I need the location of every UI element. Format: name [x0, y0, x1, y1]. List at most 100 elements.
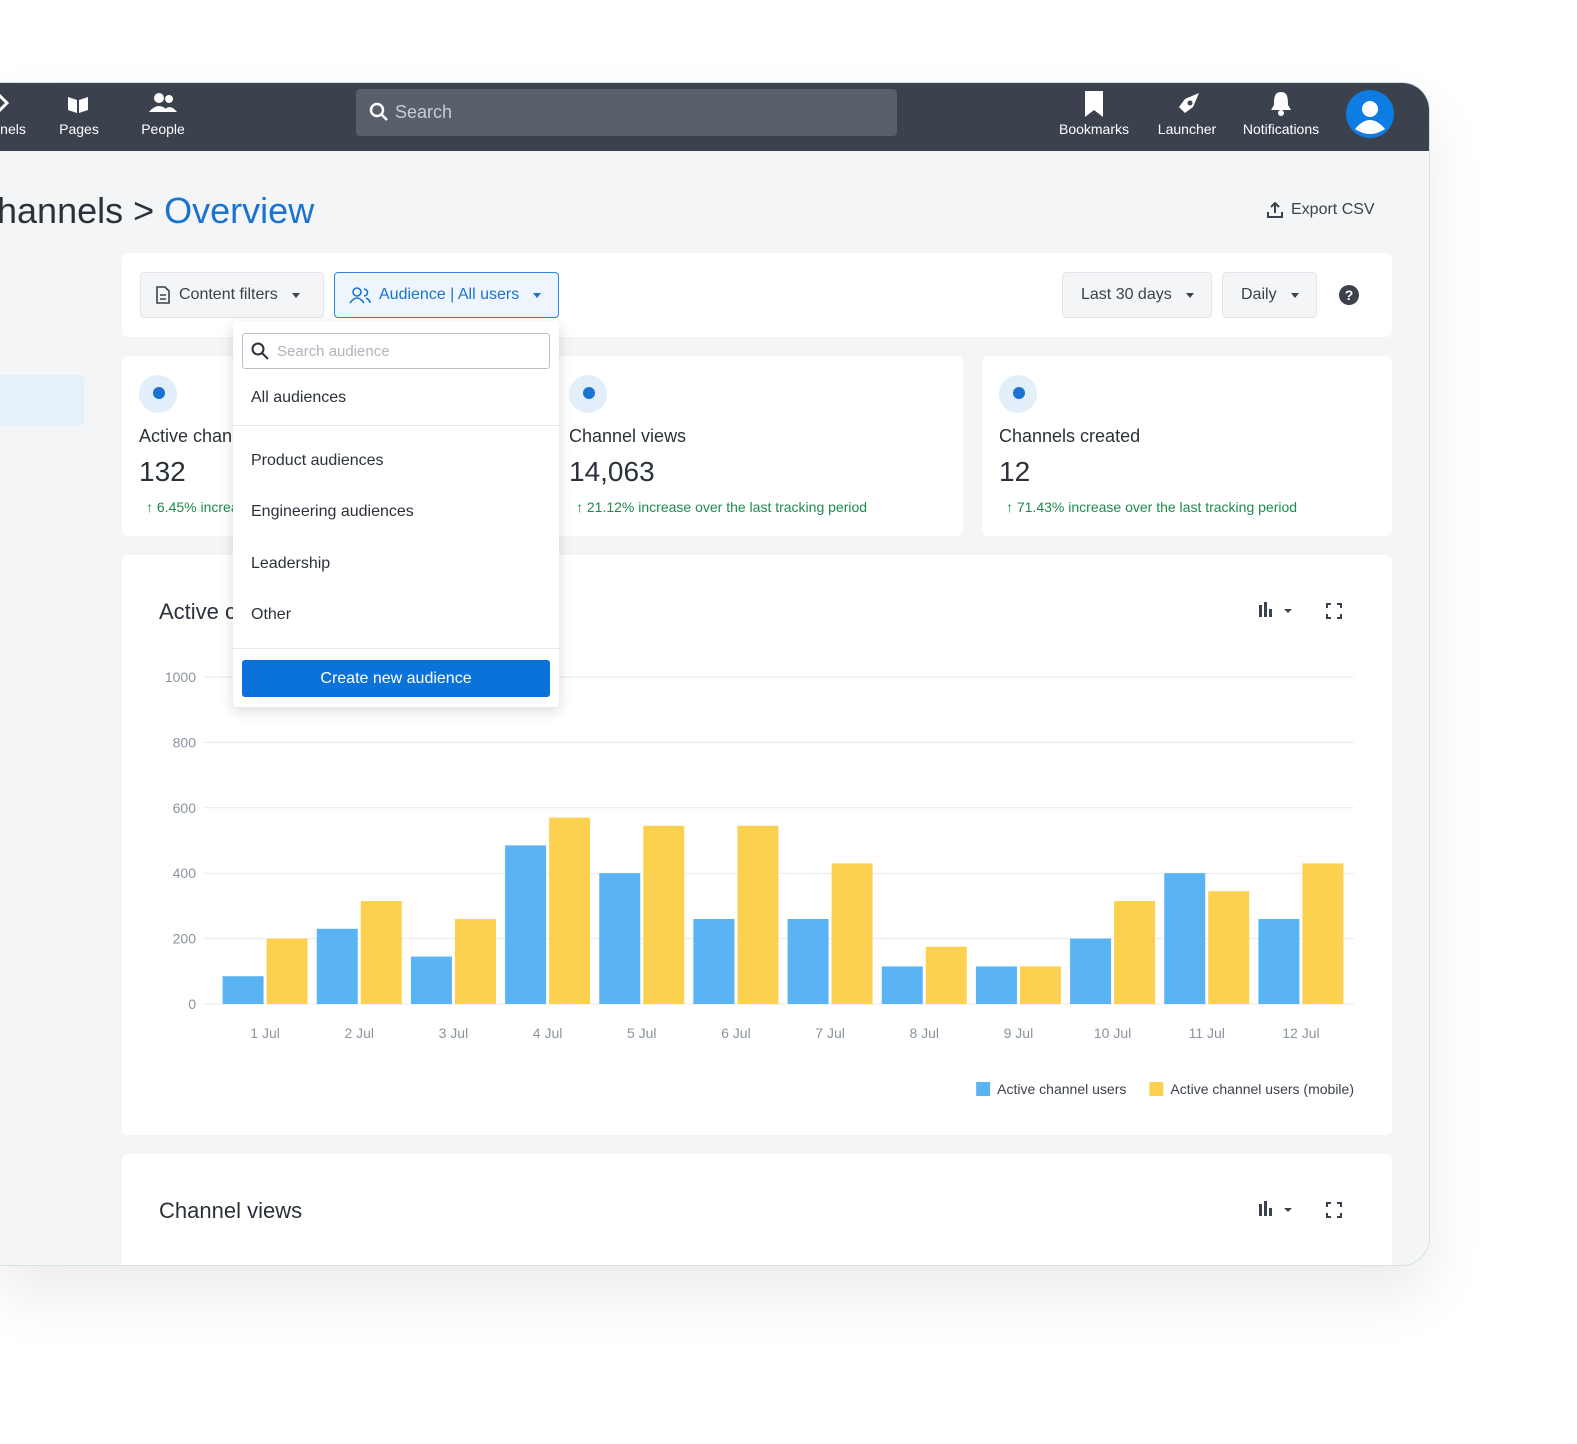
nav-icon [1271, 92, 1291, 116]
search-box[interactable]: Search [356, 89, 897, 136]
stat-card: Channel views 14,063 ↑ 21.12% increase o… [552, 356, 963, 536]
breadcrumb-current: Overview [164, 190, 315, 231]
chart-type-button[interactable] [1257, 601, 1297, 619]
trend-text: 21.12% increase over the last tracking p… [586, 499, 868, 515]
button-label: Content filters [179, 286, 278, 303]
bar [1070, 938, 1112, 1004]
x-tick-label: 9 Jul [1004, 1025, 1034, 1041]
audience-button[interactable]: Audience | All users [334, 272, 559, 318]
bar [1019, 966, 1061, 1004]
stat-icon-glyph [583, 387, 595, 399]
dropdown-item[interactable]: Product audiences [251, 452, 384, 469]
export-icon [1267, 202, 1283, 218]
export-button[interactable]: Export CSV [1267, 201, 1375, 219]
dropdown-item[interactable]: Engineering audiences [251, 503, 414, 520]
fullscreen-button[interactable] [1326, 1202, 1342, 1218]
x-tick-label: 3 Jul [439, 1025, 469, 1041]
bar [454, 918, 496, 1004]
nav-item[interactable]: Launcher [1157, 121, 1217, 137]
audience-dropdown: Search audience All audiences Product au… [233, 321, 559, 707]
chart-type-button[interactable] [1257, 1200, 1297, 1218]
nav-item[interactable]: People [141, 121, 185, 137]
range-button[interactable]: Last 30 days [1062, 272, 1212, 318]
fullscreen-button[interactable] [1326, 603, 1342, 619]
stat-value: 12 [999, 456, 1031, 487]
button-label: Audience | All users [379, 286, 520, 303]
bar [1258, 918, 1300, 1004]
bar [410, 956, 452, 1004]
app-frame: nels Pages People Search Bookmarks Launc… [0, 82, 1430, 1266]
y-tick-label: 400 [173, 865, 197, 881]
audience-search[interactable]: Search audience [242, 333, 550, 369]
legend-label: Active channel users [997, 1081, 1126, 1097]
stat-icon-glyph [153, 387, 165, 399]
bar [693, 918, 735, 1004]
x-tick-label: 7 Jul [815, 1025, 845, 1041]
x-tick-label: 10 Jul [1094, 1025, 1131, 1041]
y-tick-label: 800 [173, 734, 197, 750]
bar [599, 873, 641, 1004]
bar [1208, 891, 1250, 1004]
nav-icon [0, 93, 10, 113]
svg-text:?: ? [1345, 287, 1354, 303]
bar [925, 946, 967, 1004]
bar [787, 918, 829, 1004]
stat-card: Channels created 12 ↑ 71.43% increase ov… [982, 356, 1392, 536]
sidebar-selected[interactable] [0, 375, 84, 426]
y-tick-label: 600 [173, 800, 197, 816]
x-tick-label: 8 Jul [909, 1025, 939, 1041]
avatar[interactable] [1345, 89, 1395, 139]
button-label: Daily [1241, 286, 1277, 303]
dropdown-item[interactable]: Leadership [251, 555, 331, 572]
export-label: Export CSV [1291, 201, 1375, 218]
y-tick-label: 200 [173, 931, 197, 947]
y-tick-label: 1000 [165, 669, 196, 685]
stat-trend: ↑ 21.12% increase over the last tracking… [576, 499, 868, 515]
dropdown-item[interactable]: Other [251, 606, 292, 623]
breadcrumb: hannels > Overview [0, 190, 314, 232]
dropdown-item[interactable]: All audiences [251, 389, 347, 406]
bar [1164, 873, 1206, 1004]
create-audience-button[interactable]: Create new audience [242, 660, 550, 697]
bar-chart: 0 200 400 600 800 1000 1 Jul 2 Jul 3 Jul 4 Jul 5 J… [153, 387, 1354, 1097]
x-tick-label: 11 Jul [1189, 1025, 1225, 1041]
stat-value: 14,063 [569, 456, 655, 487]
people-icon [349, 287, 371, 304]
chart-card: Channel views [122, 1154, 1392, 1265]
trend-text: 71.43% increase over the last tracking p… [1016, 499, 1298, 515]
bar [643, 825, 685, 1004]
nav-item[interactable]: Pages [59, 121, 99, 137]
x-tick-label: 2 Jul [344, 1025, 374, 1041]
bar [360, 900, 402, 1004]
search-placeholder: Search [395, 102, 453, 122]
x-tick-label: 4 Jul [533, 1025, 563, 1041]
breadcrumb-parent[interactable]: hannels > [0, 190, 155, 231]
content-filter-button[interactable]: Content filters [140, 272, 324, 318]
bar [1114, 900, 1156, 1004]
bar [737, 825, 779, 1004]
legend-swatch [1149, 1082, 1164, 1096]
chart-title: Channel views [159, 1198, 303, 1223]
x-tick-label: 12 Jul [1282, 1025, 1319, 1041]
nav-item[interactable]: Notifications [1242, 121, 1320, 137]
stat-value: 132 [139, 456, 186, 487]
interval-button[interactable]: Daily [1222, 272, 1317, 318]
x-tick-label: 1 Jul [250, 1025, 280, 1041]
nav-icon [1085, 91, 1103, 117]
help-icon[interactable]: ? [1339, 285, 1359, 305]
nav-item[interactable]: nels [0, 121, 26, 137]
bar [975, 966, 1017, 1004]
stat-icon-glyph [1013, 387, 1025, 399]
nav-icon [149, 93, 177, 112]
doc-icon [156, 286, 170, 304]
x-tick-label: 6 Jul [721, 1025, 751, 1041]
bar [549, 817, 591, 1004]
nav-icon [1179, 93, 1199, 113]
bar [1302, 863, 1344, 1004]
bar [222, 976, 264, 1004]
bar [881, 966, 923, 1004]
stat-label: Channels created [999, 426, 1141, 446]
button-label: Last 30 days [1081, 286, 1172, 303]
nav-item[interactable]: Bookmarks [1058, 121, 1130, 137]
